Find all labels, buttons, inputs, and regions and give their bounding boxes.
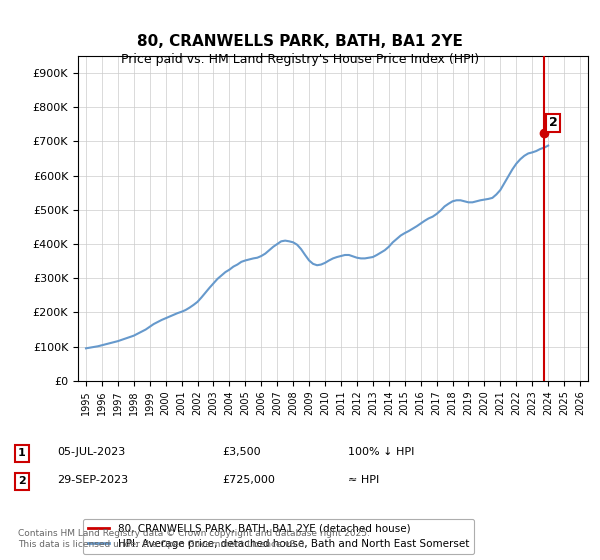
Text: 100% ↓ HPI: 100% ↓ HPI — [348, 447, 415, 457]
Legend: 80, CRANWELLS PARK, BATH, BA1 2YE (detached house), HPI: Average price, detached: 80, CRANWELLS PARK, BATH, BA1 2YE (detac… — [83, 519, 474, 554]
Text: 2: 2 — [549, 116, 558, 129]
Text: 1: 1 — [18, 449, 26, 459]
Text: Contains HM Land Registry data © Crown copyright and database right 2025.
This d: Contains HM Land Registry data © Crown c… — [18, 529, 370, 549]
Text: 2: 2 — [18, 477, 26, 487]
Text: 05-JUL-2023: 05-JUL-2023 — [57, 447, 125, 457]
Text: 80, CRANWELLS PARK, BATH, BA1 2YE: 80, CRANWELLS PARK, BATH, BA1 2YE — [137, 34, 463, 49]
Text: 29-SEP-2023: 29-SEP-2023 — [57, 475, 128, 485]
Text: ≈ HPI: ≈ HPI — [348, 475, 379, 485]
Text: Price paid vs. HM Land Registry's House Price Index (HPI): Price paid vs. HM Land Registry's House … — [121, 53, 479, 66]
Text: £725,000: £725,000 — [222, 475, 275, 485]
Text: £3,500: £3,500 — [222, 447, 260, 457]
